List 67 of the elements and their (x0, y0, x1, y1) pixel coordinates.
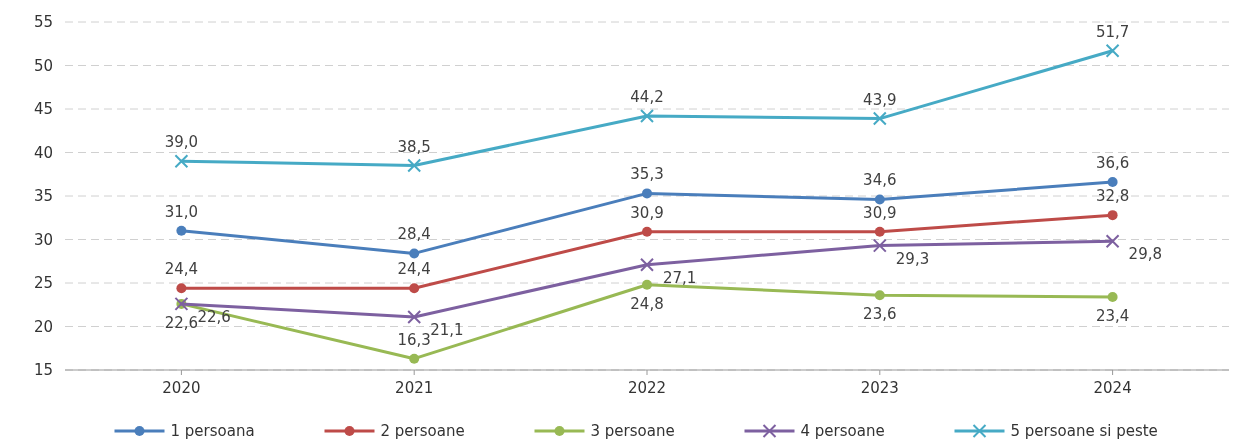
data-label: 30,9 (630, 203, 664, 222)
data-label: 23,4 (1095, 306, 1130, 325)
point (642, 279, 652, 290)
point (642, 226, 652, 237)
point (872, 238, 887, 253)
data-label: 30,9 (863, 203, 897, 222)
point (407, 158, 422, 173)
point (640, 108, 654, 123)
y-tick-label: 15 (33, 361, 53, 380)
point (409, 248, 420, 259)
x-tick-label: 2023 (860, 379, 899, 397)
point (409, 283, 420, 294)
point (176, 225, 187, 236)
point (872, 111, 887, 126)
data-label: 38,5 (397, 137, 431, 156)
data-label: 34,6 (863, 171, 897, 190)
data-label: 43,9 (863, 90, 897, 109)
data-label: 23,6 (863, 305, 897, 324)
y-tick-label: 40 (33, 143, 53, 162)
data-label: 27,1 (663, 268, 697, 287)
point (1107, 291, 1118, 302)
data-label: 22,6 (197, 307, 231, 326)
point (1105, 43, 1120, 58)
y-tick-label: 30 (33, 230, 53, 249)
point (176, 283, 187, 294)
legend-label: 4 persoane (800, 422, 885, 439)
data-label: 36,6 (1095, 154, 1130, 173)
data-label: 31,0 (164, 202, 199, 221)
point (874, 226, 885, 237)
y-tick-label: 25 (33, 274, 53, 293)
data-label: 29,3 (895, 249, 930, 268)
point (1107, 177, 1118, 188)
point (874, 194, 885, 205)
data-label: 24,4 (164, 260, 199, 279)
x-tick-label: 2024 (1093, 379, 1132, 397)
y-tick-label: 45 (33, 100, 53, 119)
legend-label: 5 persoane si peste (1010, 422, 1158, 439)
data-label: 24,4 (397, 260, 431, 279)
x-tick-label: 2022 (627, 379, 667, 397)
data-label: 22,6 (164, 313, 199, 332)
data-label: 29,8 (1128, 245, 1163, 264)
y-tick-label: 20 (33, 317, 53, 336)
y-tick-label: 55 (33, 13, 53, 32)
y-tick-label: 35 (33, 187, 53, 206)
data-label: 21,1 (430, 320, 464, 339)
data-label: 32,8 (1095, 187, 1130, 206)
point (640, 257, 654, 272)
x-tick-label: 2021 (395, 379, 434, 397)
data-label: 24,8 (630, 294, 664, 313)
point (409, 353, 420, 364)
point (1105, 234, 1120, 249)
legend-label: 3 persoane (590, 422, 675, 439)
data-label: 35,3 (630, 165, 664, 184)
data-label: 16,3 (397, 330, 431, 349)
point (642, 188, 652, 199)
point (1107, 210, 1118, 221)
x-tick-label: 2020 (162, 379, 201, 397)
data-label: 44,2 (630, 87, 664, 106)
y-tick-label: 50 (33, 56, 53, 75)
legend-label: 1 persoana (170, 422, 255, 439)
point (174, 154, 189, 169)
legend-label: 2 persoane (380, 422, 465, 439)
data-label: 39,0 (164, 133, 199, 152)
data-label: 28,4 (397, 225, 431, 244)
data-label: 51,7 (1095, 22, 1130, 41)
point (874, 290, 885, 301)
point (407, 309, 422, 324)
